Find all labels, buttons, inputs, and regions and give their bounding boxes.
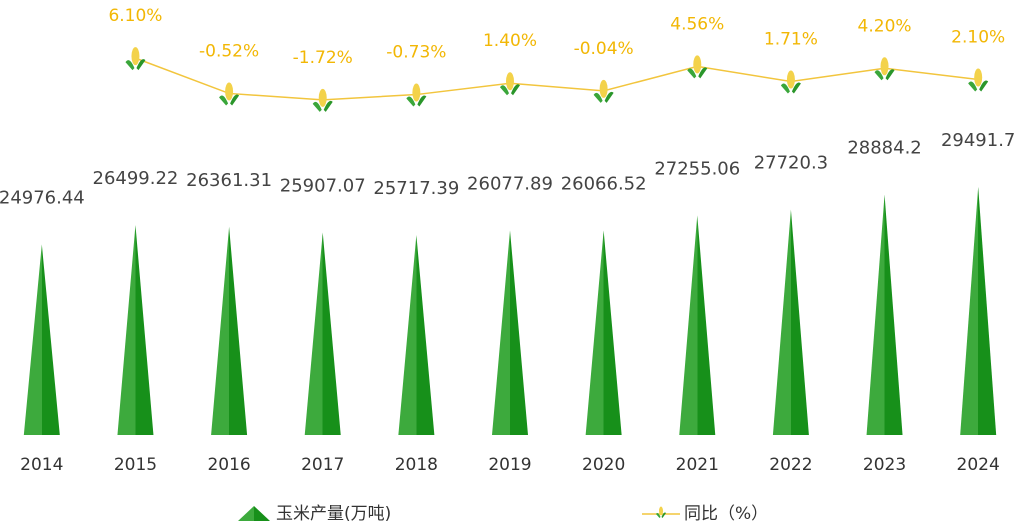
- bar-value-label: 26361.31: [186, 170, 272, 191]
- bar-value-label: 29491.7: [941, 130, 1015, 151]
- line-marker: [593, 79, 614, 103]
- x-tick-label: 2024: [957, 455, 1000, 475]
- corn-leaf: [219, 95, 229, 106]
- corn-cob: [693, 55, 702, 74]
- corn-leaf: [125, 60, 135, 71]
- bar-value-label: 27255.06: [654, 158, 740, 179]
- x-tick-label: 2022: [769, 455, 812, 475]
- corn-leaf: [687, 68, 697, 79]
- corn-cob: [599, 79, 608, 98]
- bar: [304, 232, 341, 435]
- line-value-label: 4.56%: [670, 14, 724, 34]
- line-value-label: -0.52%: [199, 41, 259, 61]
- corn-leaf: [323, 100, 333, 112]
- corn-cob: [225, 82, 234, 101]
- line-marker: [687, 55, 708, 79]
- line: [135, 57, 979, 101]
- bar-value-label: 28884.2: [847, 138, 921, 159]
- bar: [585, 230, 622, 435]
- corn-leaf: [604, 91, 614, 103]
- corn-leaf: [230, 94, 240, 106]
- corn-leaf: [656, 513, 661, 518]
- corn-leaf: [791, 82, 801, 94]
- corn-leaf: [979, 80, 989, 92]
- corn-cob: [659, 506, 663, 516]
- corn-leaf: [698, 67, 708, 79]
- line-marker: [780, 70, 801, 94]
- corn-leaf: [406, 96, 416, 107]
- corn-cob: [131, 47, 140, 66]
- x-tick-label: 2023: [863, 455, 906, 475]
- x-tick-label: 2017: [301, 455, 344, 475]
- line-marker: [406, 83, 427, 107]
- x-tick-label: 2020: [582, 455, 625, 475]
- bar: [211, 226, 248, 435]
- corn-leaf: [417, 95, 427, 107]
- bar: [492, 230, 528, 435]
- bar-value-label: 24976.44: [0, 187, 85, 208]
- line-value-label: 1.40%: [483, 31, 537, 51]
- line-marker: [874, 57, 895, 81]
- line-value-label: 1.71%: [764, 30, 818, 50]
- line-value-label: 2.10%: [951, 27, 1005, 47]
- line-marker: [312, 88, 333, 112]
- x-tick-label: 2014: [20, 455, 63, 475]
- bar-value-label: 26499.22: [93, 168, 179, 189]
- bar: [398, 234, 435, 435]
- bar-value-label: 26066.52: [561, 174, 647, 195]
- bar: [23, 244, 60, 435]
- corn-leaf: [874, 70, 884, 81]
- line-value-label: -0.73%: [386, 43, 446, 63]
- corn-cob: [880, 57, 889, 76]
- bar-value-label: 25717.39: [373, 178, 459, 199]
- bar: [960, 186, 997, 435]
- corn-cob: [318, 88, 327, 107]
- x-tick-label: 2019: [488, 455, 531, 475]
- bar: [866, 194, 903, 435]
- x-tick-label: 2021: [676, 455, 719, 475]
- bar-value-label: 26077.89: [467, 173, 553, 194]
- x-tick-label: 2016: [207, 455, 250, 475]
- corn-leaf: [593, 92, 603, 103]
- bar: [117, 225, 154, 435]
- legend-swatch: [238, 506, 270, 521]
- corn-leaf: [511, 84, 520, 96]
- corn-cob: [506, 72, 514, 91]
- line-marker: [125, 47, 146, 71]
- corn-leaf: [780, 83, 790, 94]
- line-marker: [219, 82, 240, 106]
- corn-leaf: [885, 69, 895, 81]
- corn-leaf: [312, 101, 322, 112]
- corn-leaf: [661, 512, 666, 518]
- line-value-label: 6.10%: [108, 6, 162, 26]
- line-value-label: 4.20%: [858, 16, 912, 36]
- corn-cob: [412, 83, 421, 102]
- bar: [679, 215, 716, 435]
- bar-value-label: 27720.3: [754, 152, 828, 173]
- bar: [772, 209, 809, 435]
- corn-cob: [974, 68, 983, 87]
- bar-value-label: 25907.07: [280, 176, 366, 197]
- corn-leaf: [136, 59, 146, 71]
- legend-marker: [656, 506, 666, 518]
- line-marker: [968, 68, 989, 92]
- line-marker: [500, 72, 520, 96]
- corn-cob: [786, 70, 795, 89]
- x-tick-label: 2018: [395, 455, 438, 475]
- line-value-label: -0.04%: [574, 39, 634, 59]
- line-value-label: -1.72%: [293, 48, 353, 68]
- legend-label: 同比（%）: [684, 504, 768, 524]
- x-tick-label: 2015: [114, 455, 157, 475]
- legend-label: 玉米产量(万吨): [276, 504, 391, 524]
- corn-leaf: [500, 85, 509, 96]
- corn-leaf: [968, 81, 978, 92]
